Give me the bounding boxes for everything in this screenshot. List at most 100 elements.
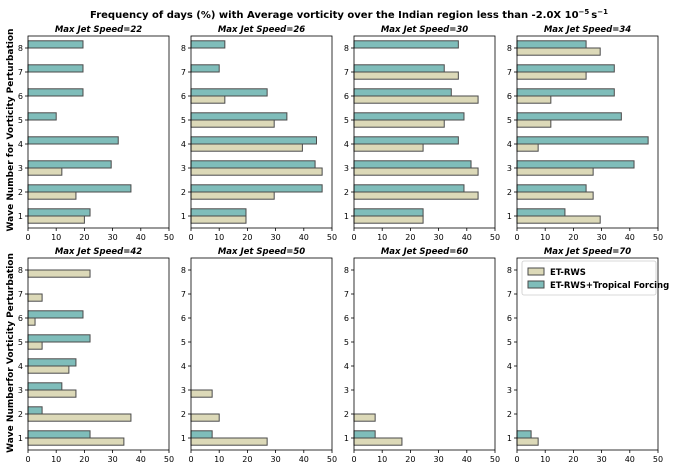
y-tick-label: 1 [344, 434, 349, 443]
x-tick-label: 40 [299, 455, 309, 464]
y-tick-label: 6 [344, 314, 349, 323]
chart-panel: Max Jet Speed=26 1 2 3 4 5 6 7 8 0 10 20 30 40 50 [181, 25, 337, 242]
bar-et-rws [27, 167, 63, 176]
y-tick-label: 1 [18, 434, 23, 443]
bar-et-rws-tropical [516, 160, 635, 169]
x-tick-label: 20 [242, 455, 252, 464]
bar-et-rws-tropical [27, 430, 91, 439]
panel-title: Max Jet Speed=34 [544, 25, 631, 35]
panel-title: Max Jet Speed=50 [218, 247, 305, 257]
figure-title: Frequency of days (%) with Average vorti… [90, 8, 608, 21]
chart-panel: Max Jet Speed=22 1 2 3 4 5 6 7 8 0 10 20 30 40 50 [18, 25, 174, 242]
bar-et-rws [353, 437, 403, 446]
plot-frame [27, 35, 170, 229]
legend-swatch-et-rws [527, 267, 545, 276]
y-tick-label: 7 [18, 68, 23, 77]
y-tick-label: 2 [344, 188, 349, 197]
bar-et-rws-tropical [190, 88, 268, 97]
bar-et-rws-tropical [353, 430, 376, 439]
x-tick-label: 30 [271, 233, 281, 242]
y-tick-label: 2 [507, 410, 512, 419]
bar-et-rws [353, 71, 459, 80]
x-tick-label: 20 [405, 455, 415, 464]
bar-et-rws [190, 95, 226, 104]
bar-et-rws-tropical [353, 112, 465, 121]
bar-et-rws [353, 215, 424, 224]
x-tick-label: 40 [625, 233, 635, 242]
x-tick-label: 30 [271, 455, 281, 464]
x-tick-label: 20 [79, 233, 89, 242]
x-tick-label: 40 [625, 455, 635, 464]
x-tick-label: 20 [79, 455, 89, 464]
y-tick-label: 8 [18, 44, 23, 53]
bar-et-rws [190, 119, 275, 128]
x-tick-label: 10 [540, 455, 550, 464]
y-tick-label: 3 [181, 386, 186, 395]
bar-et-rws [516, 167, 594, 176]
y-tick-label: 2 [18, 410, 23, 419]
x-tick-label: 0 [351, 455, 356, 464]
x-tick-label: 20 [568, 233, 578, 242]
legend-label: ET-RWS+Tropical Forcing [550, 281, 669, 291]
bar-et-rws-tropical [516, 112, 622, 121]
y-axis-label-bottom: Wave Numberfor Vorticity Perturbation [6, 253, 16, 453]
x-tick-label: 30 [434, 233, 444, 242]
bar-et-rws [353, 119, 445, 128]
y-tick-label: 2 [344, 410, 349, 419]
y-tick-label: 5 [181, 116, 186, 125]
x-tick-label: 30 [434, 455, 444, 464]
y-tick-label: 6 [344, 92, 349, 101]
bar-et-rws-tropical [190, 40, 226, 49]
x-tick-label: 50 [653, 455, 663, 464]
panel-title: Max Jet Speed=70 [544, 247, 631, 257]
bar-et-rws [353, 191, 479, 200]
y-tick-label: 7 [181, 68, 186, 77]
bar-et-rws-tropical [353, 208, 424, 217]
panel-title: Max Jet Speed=30 [381, 25, 468, 35]
y-tick-label: 2 [18, 188, 23, 197]
y-tick-label: 8 [181, 266, 186, 275]
bar-et-rws-tropical [516, 88, 615, 97]
y-tick-label: 4 [507, 362, 512, 371]
panel-title: Max Jet Speed=42 [55, 247, 142, 257]
bar-et-rws-tropical [516, 136, 649, 145]
y-tick-label: 3 [18, 164, 23, 173]
bar-et-rws-tropical [516, 64, 615, 73]
y-tick-label: 5 [344, 116, 349, 125]
bar-et-rws-tropical [27, 136, 119, 145]
bar-et-rws [27, 215, 85, 224]
y-tick-label: 7 [344, 68, 349, 77]
x-tick-label: 40 [136, 455, 146, 464]
bar-et-rws-tropical [190, 208, 247, 217]
bar-et-rws [353, 167, 479, 176]
x-tick-label: 10 [377, 455, 387, 464]
bar-et-rws [516, 47, 601, 56]
bar-et-rws [516, 437, 539, 446]
x-tick-label: 10 [540, 233, 550, 242]
y-tick-label: 3 [344, 386, 349, 395]
y-tick-label: 6 [18, 92, 23, 101]
bar-et-rws-tropical [516, 208, 566, 217]
y-tick-label: 7 [344, 290, 349, 299]
x-tick-label: 10 [51, 233, 61, 242]
y-tick-label: 1 [507, 434, 512, 443]
y-tick-label: 8 [181, 44, 186, 53]
x-tick-label: 50 [327, 455, 337, 464]
bar-et-rws-tropical [27, 208, 91, 217]
y-tick-label: 3 [507, 386, 512, 395]
y-tick-label: 8 [344, 44, 349, 53]
bar-et-rws [27, 341, 43, 350]
bar-et-rws-tropical [353, 64, 445, 73]
x-tick-label: 50 [490, 455, 500, 464]
bar-et-rws-tropical [190, 64, 220, 73]
bar-et-rws [353, 95, 479, 104]
x-tick-label: 10 [51, 455, 61, 464]
y-tick-label: 7 [18, 290, 23, 299]
y-tick-label: 7 [507, 68, 512, 77]
y-tick-label: 7 [181, 290, 186, 299]
bar-et-rws-tropical [190, 136, 317, 145]
x-tick-label: 0 [514, 233, 519, 242]
x-tick-label: 20 [405, 233, 415, 242]
y-tick-label: 3 [181, 164, 186, 173]
